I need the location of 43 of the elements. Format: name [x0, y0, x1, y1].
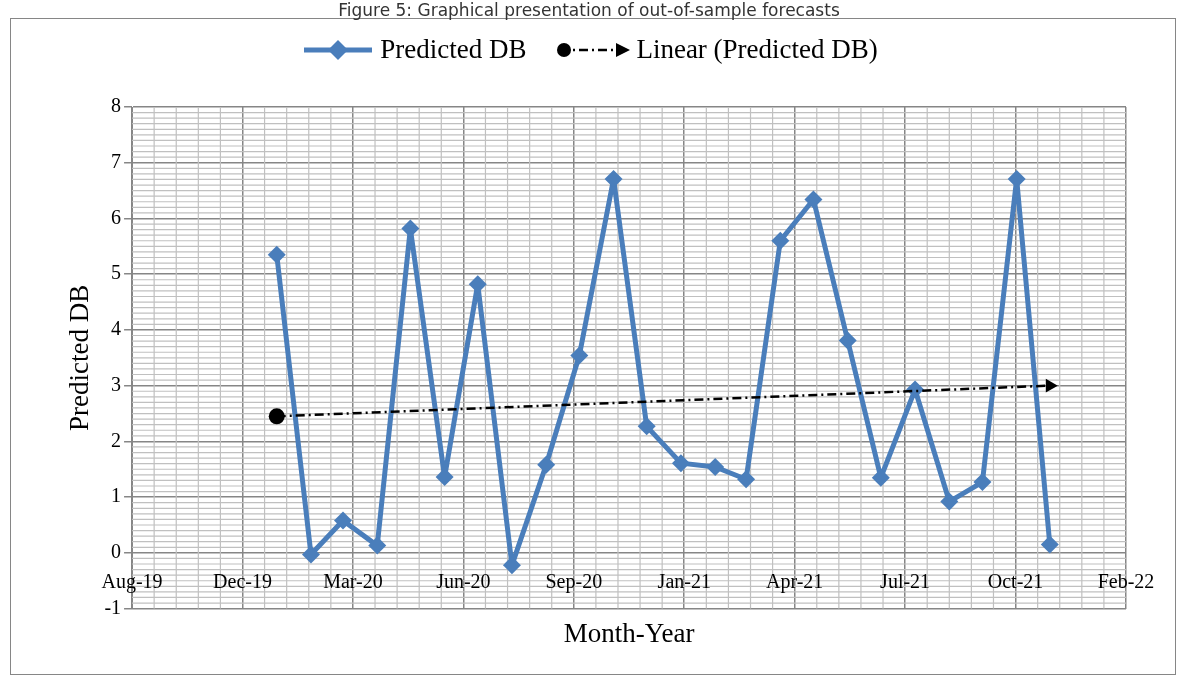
x-tick-label: Dec-19: [213, 570, 272, 593]
legend-label: Linear (Predicted DB): [636, 34, 878, 65]
legend-label: Predicted DB: [380, 34, 527, 65]
x-tick-label: Aug-19: [101, 570, 163, 594]
x-tick-label: Jul-21: [880, 570, 931, 593]
point: [804, 190, 823, 209]
x-tick-label: Mar-20: [323, 570, 383, 593]
y-axis-title: Predicted DB: [64, 284, 95, 431]
y-tick-label: -1: [104, 595, 122, 618]
point: [940, 492, 959, 511]
point: [671, 454, 690, 473]
point: [1040, 535, 1059, 554]
y-tick-label: 0: [111, 540, 122, 563]
chart-title: Figure 5: Graphical presentation of out-of-sample forecasts: [337, 0, 841, 20]
point: [570, 346, 589, 365]
x-tick-label: Oct-21: [987, 570, 1044, 593]
point: [537, 455, 556, 474]
point: [973, 473, 992, 492]
point: [637, 417, 656, 436]
x-axis-title: Month-Year: [563, 617, 695, 648]
y-tick-label: 4: [111, 317, 122, 340]
point: [267, 245, 286, 264]
point: [771, 231, 790, 250]
x-tick-label: Sep-20: [545, 570, 603, 594]
y-tick-label: 6: [111, 205, 122, 228]
point: [334, 511, 352, 530]
x-tick-label: Apr-21: [766, 570, 824, 594]
y-tick-label: 1: [111, 484, 122, 507]
point: [368, 536, 387, 555]
y-tick-label: 3: [111, 372, 122, 395]
point: [268, 408, 285, 425]
point: [706, 458, 725, 477]
y-tick-label: 7: [111, 149, 122, 172]
point: [1007, 169, 1026, 188]
point: [737, 470, 756, 489]
y-tick-label: 2: [111, 428, 122, 451]
y-tick-label: 8: [111, 94, 122, 117]
point: [838, 331, 857, 350]
x-tick-label: Feb-22: [1097, 570, 1155, 593]
point: [301, 545, 320, 564]
y-tick-label: 5: [111, 261, 122, 284]
x-tick-label: Jun-20: [436, 570, 491, 593]
x-tick-label: Jan-21: [657, 570, 711, 593]
